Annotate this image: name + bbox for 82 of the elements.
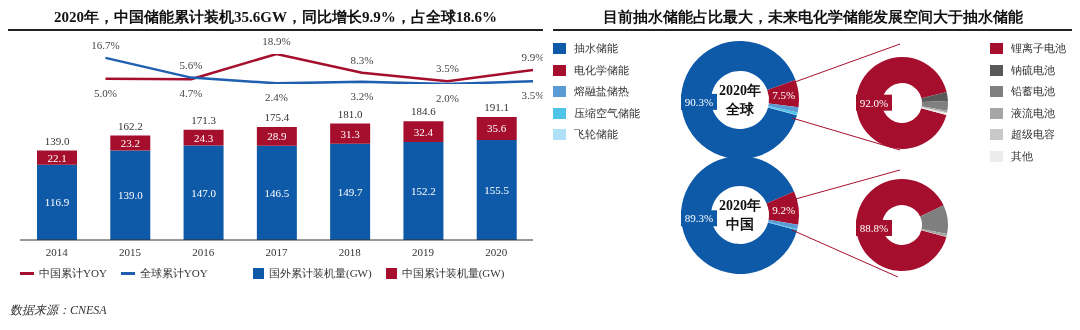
data-label: 146.5 xyxy=(264,186,290,199)
data-label: 116.9 xyxy=(44,196,70,209)
legend-label: 国外累计装机量(GW) xyxy=(269,266,372,281)
data-label: 23.2 xyxy=(120,137,140,150)
data-label: 152.2 xyxy=(411,185,436,198)
chart-title: 目前抽水储能占比最大，未来电化学储能发展空间大于抽水储能 xyxy=(553,8,1072,31)
total-label: 175.4 xyxy=(264,111,290,124)
data-label: 3.2% xyxy=(350,89,374,102)
legend-label: 压缩空气储能 xyxy=(574,105,640,121)
x-tick-label: 2015 xyxy=(118,245,142,258)
data-label: 139.0 xyxy=(117,189,144,202)
data-label: 7.5% xyxy=(772,89,796,102)
legend-label: 中国累计装机量(GW) xyxy=(401,266,505,281)
data-label: 31.3 xyxy=(340,127,361,140)
bar xyxy=(37,164,77,240)
donut-slice xyxy=(856,57,947,149)
legend-label: 液流电池 xyxy=(1011,105,1055,121)
data-label: 3.5% xyxy=(436,62,459,75)
data-label: 35.6 xyxy=(487,122,507,135)
bar xyxy=(403,142,444,240)
data-label: 90.3% xyxy=(684,95,714,108)
data-label: 9.2% xyxy=(772,203,796,216)
x-tick-label: 2014 xyxy=(45,245,69,258)
x-tick-label: 2016 xyxy=(192,245,215,258)
data-label: 89.3% xyxy=(684,212,714,225)
x-tick-label: 2020 xyxy=(485,245,508,258)
data-label: 32.4 xyxy=(413,125,434,138)
donut-slice xyxy=(856,179,947,271)
data-label: 28.9 xyxy=(267,130,287,143)
data-label: 155.5 xyxy=(484,183,510,196)
x-tick-label: 2019 xyxy=(412,245,435,258)
bar xyxy=(476,117,517,140)
legend-label: 全球累计YOY xyxy=(139,266,208,281)
bar xyxy=(403,121,444,143)
data-label: 2.4% xyxy=(265,91,288,104)
total-label: 184.6 xyxy=(411,105,437,118)
data-label: 5.0% xyxy=(94,86,117,99)
data-label: 88.8% xyxy=(859,221,889,234)
bar xyxy=(330,123,371,144)
data-label: 16.7% xyxy=(91,38,120,51)
legend-label: 其他 xyxy=(1011,148,1033,164)
data-label: 18.9% xyxy=(262,35,291,47)
data-label: 149.7 xyxy=(337,185,364,198)
text: 全球 xyxy=(726,101,754,119)
text: 2020年 xyxy=(719,82,761,100)
legend-label: 铅蓄电池 xyxy=(1011,84,1055,100)
bar xyxy=(256,127,297,146)
data-label: 8.3% xyxy=(350,53,374,66)
total-label: 171.3 xyxy=(191,113,217,126)
bar xyxy=(110,150,151,240)
data-label: 22.1 xyxy=(47,151,67,164)
legend-label: 中国累计YOY xyxy=(39,266,107,281)
text: 2020年 xyxy=(719,197,761,215)
bar xyxy=(476,139,517,240)
legend-label: 超级电容 xyxy=(1011,127,1055,143)
donut-slice xyxy=(920,205,948,235)
legend-label: 锂离子电池 xyxy=(1011,41,1066,57)
data-label: 24.3 xyxy=(193,131,214,144)
data-label: 5.6% xyxy=(179,58,203,71)
total-label: 139.0 xyxy=(44,134,70,147)
bar xyxy=(330,143,371,240)
legend-label: 熔融盐储热 xyxy=(574,84,629,100)
source-note: 数据来源：CNESA xyxy=(10,302,107,319)
chart-title: 2020年，中国储能累计装机35.6GW，同比增长9.9%，占全球18.6% xyxy=(8,8,543,31)
x-tick-label: 2018 xyxy=(338,245,362,258)
data-label: 147.0 xyxy=(191,186,217,199)
legend-label: 抽水储能 xyxy=(574,41,618,57)
text: 中国 xyxy=(726,216,754,234)
bar xyxy=(183,145,224,240)
data-label: 4.7% xyxy=(179,87,203,100)
donut-slice xyxy=(921,92,948,103)
legend-label: 飞轮储能 xyxy=(574,127,618,143)
total-label: 191.1 xyxy=(484,101,510,114)
legend-label: 钠硫电池 xyxy=(1011,62,1055,78)
legend-label: 电化学储能 xyxy=(574,62,629,78)
x-tick-label: 2017 xyxy=(265,245,288,258)
donut-slice xyxy=(921,100,948,111)
data-label: 92.0% xyxy=(859,96,889,109)
data-label: 2.0% xyxy=(436,92,459,104)
total-label: 162.2 xyxy=(117,119,143,132)
bar xyxy=(256,145,297,240)
total-label: 181.0 xyxy=(337,107,364,120)
